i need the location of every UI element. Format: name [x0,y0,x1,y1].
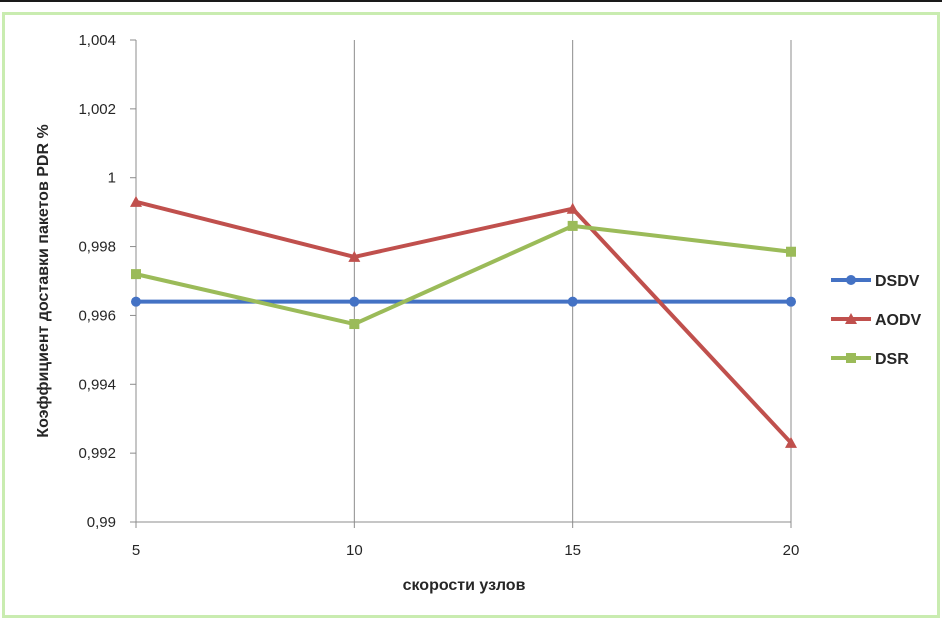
x-tick-label: 15 [564,542,581,559]
y-axis-title: Коэффициент доставки пакетов PDR % [35,124,52,437]
data-point-dsr [349,319,360,330]
x-tick-label: 5 [132,542,140,559]
data-point-dsr [567,220,578,231]
data-point-dsr [131,269,141,280]
data-point-dsdv [567,296,578,307]
legend-label-dsr: DSR [875,351,909,368]
y-tick-label: 1 [108,170,116,187]
x-tick-label: 20 [783,542,800,559]
legend-marker-aodv [845,313,857,324]
data-point-aodv [785,436,797,448]
data-point-dsdv [131,296,141,307]
data-point-aodv [130,195,142,207]
grid-layer [353,40,792,522]
y-tick-label: 0,994 [78,376,116,393]
y-tick-label: 0,992 [78,445,116,462]
y-tick-label: 0,998 [78,239,116,256]
data-point-aodv [348,250,361,262]
x-tick-label: 10 [346,542,363,559]
data-point-aodv [566,202,579,214]
data-point-dsr [786,246,796,257]
y-tick-label: 1,002 [78,101,116,118]
legend-label-dsdv: DSDV [875,273,920,290]
legend: DSDV AODV DSR [831,273,922,368]
chart-panel [2,12,940,618]
axis-layer: 0,99 0,992 0,994 0,996 0,998 1 1,002 1,004 5 10 15… [78,32,799,559]
data-point-dsdv [349,296,360,307]
legend-label-aodv: AODV [875,312,922,329]
data-point-dsdv [786,296,796,307]
legend-marker-dsr [846,353,856,363]
y-tick-label: 0,996 [78,307,116,324]
legend-marker-dsdv [846,275,856,285]
series-line-aodv [135,199,793,445]
series-line-dsr [135,223,792,327]
series-layer [130,195,797,448]
x-axis-title: скорости узлов [403,577,526,594]
y-tick-label: 0,99 [87,514,116,531]
y-tick-label: 1,004 [78,32,116,49]
